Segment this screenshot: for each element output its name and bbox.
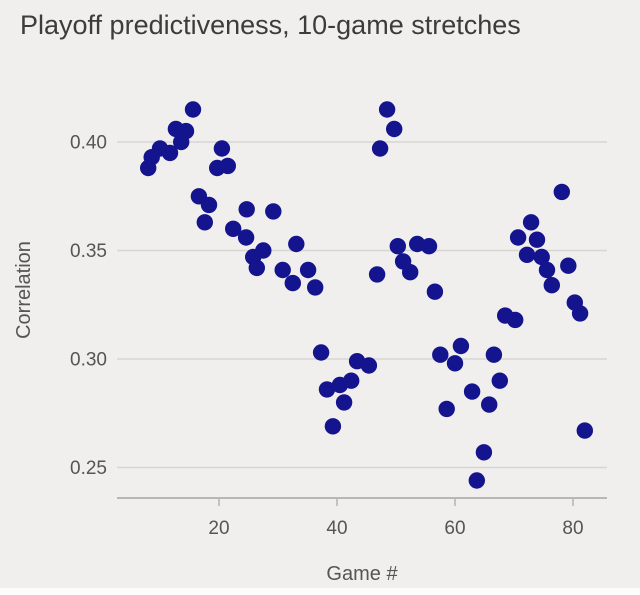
x-tick-label: 80 [562, 518, 583, 539]
x-axis-label: Game # [326, 563, 398, 585]
gridline-layer: 0.40 0.35 0.30 0.25 [70, 133, 607, 479]
y-tick-label: 0.30 [70, 350, 107, 371]
scatter-point [491, 372, 508, 389]
scatter-point [307, 279, 324, 296]
scatter-point [446, 355, 464, 372]
scatter-point [173, 133, 190, 151]
scatter-point [432, 346, 449, 363]
scatter-point [238, 201, 255, 218]
scatter-point [543, 277, 560, 294]
scatter-point [368, 266, 386, 283]
scatter-point [485, 346, 503, 363]
y-axis-label: Correlation [13, 241, 35, 339]
scatter-point [196, 214, 213, 231]
scatter-point [248, 259, 265, 277]
x-tick-label: 40 [326, 518, 347, 539]
scatter-point [452, 337, 470, 355]
bottom-strip [0, 588, 640, 595]
scatter-point [225, 220, 242, 237]
scatter-point [161, 144, 179, 162]
scatter-point [507, 311, 524, 329]
scatter-point [528, 231, 546, 248]
scatter-points-layer [140, 101, 593, 489]
scatter-point [463, 383, 481, 400]
scatter-point [518, 246, 536, 263]
scatter-point [265, 203, 282, 220]
scatter-point [420, 238, 438, 255]
x-tick-label: 60 [444, 518, 465, 539]
scatter-point [509, 229, 527, 246]
x-tick-label: 20 [208, 518, 229, 539]
scatter-point [538, 261, 556, 279]
scatter-point [237, 229, 255, 246]
scatter-point [312, 344, 330, 361]
scatter-point [426, 283, 444, 300]
scatter-point [402, 264, 419, 281]
scatter-point [438, 400, 455, 418]
scatter-point [571, 305, 589, 322]
scatter-point [378, 101, 396, 118]
scatter-point [213, 140, 231, 157]
scatter-point [533, 248, 550, 266]
scatter-point [335, 394, 353, 411]
scatter-point [219, 157, 236, 175]
scatter-point [200, 196, 218, 214]
y-tick-label: 0.35 [70, 241, 107, 262]
scatter-point [343, 372, 360, 389]
scatter-point [140, 159, 157, 177]
scatter-point [184, 101, 202, 118]
scatter-point [284, 274, 301, 292]
scatter-point [389, 238, 406, 255]
scatter-point [475, 444, 493, 461]
scatter-point [299, 261, 317, 279]
chart-title: Playoff predictiveness, 10-game stretche… [20, 10, 521, 40]
scatter-point [360, 357, 378, 374]
scatter-point [324, 418, 342, 435]
y-tick-label: 0.40 [70, 133, 107, 154]
scatter-point [386, 120, 403, 138]
y-tick-label: 0.25 [70, 458, 107, 479]
scatter-point [576, 422, 593, 439]
scatter-point [288, 235, 305, 253]
scatter-point [274, 261, 291, 279]
scatter-point [371, 140, 389, 157]
scatter-point [522, 214, 540, 231]
axis-layer: 20 40 60 80 [117, 497, 607, 539]
scatter-point [481, 396, 498, 413]
scatter-point [318, 381, 336, 398]
scatter-point [553, 183, 570, 201]
scatter-point [560, 257, 577, 274]
scatter-point [468, 472, 485, 489]
